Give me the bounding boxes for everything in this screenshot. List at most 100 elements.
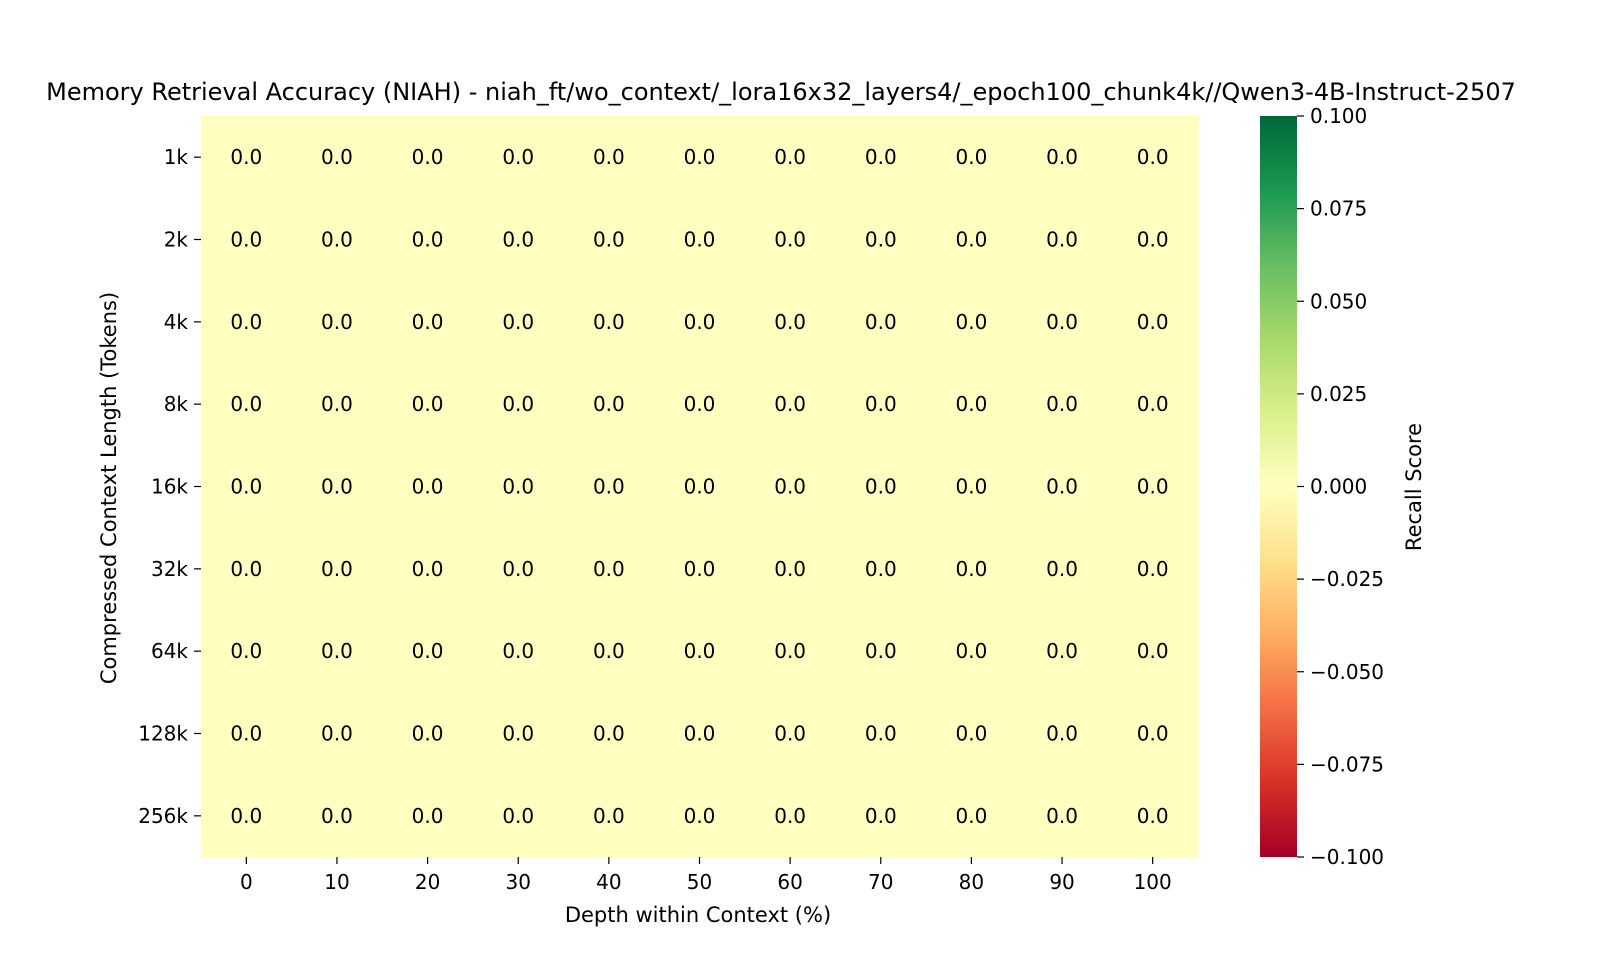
heatmap-cell: [382, 280, 474, 364]
heatmap-cell: [926, 280, 1018, 364]
y-tick-label: 2k: [164, 228, 189, 252]
heatmap-cell: [926, 774, 1018, 858]
heatmap-cell-label: 0.0: [412, 639, 444, 663]
heatmap-cell: [1016, 445, 1108, 529]
colorbar-tick-label: 0.100: [1310, 104, 1367, 128]
heatmap-cell: [382, 363, 474, 446]
heatmap-cell-label: 0.0: [412, 722, 444, 746]
heatmap-cell: [654, 692, 746, 776]
x-tick-label: 30: [506, 870, 531, 894]
heatmap-cell: [1016, 116, 1108, 199]
heatmap-cell-label: 0.0: [1046, 228, 1078, 252]
heatmap-cell-label: 0.0: [412, 228, 444, 252]
heatmap-cell-label: 0.0: [321, 804, 353, 828]
heatmap-cell: [744, 280, 837, 364]
heatmap-cell: [382, 774, 474, 858]
heatmap-cell-label: 0.0: [865, 804, 897, 828]
y-axis-label: Compressed Context Length (Tokens): [97, 292, 121, 684]
heatmap-cell: [291, 692, 383, 776]
heatmap-cell-label: 0.0: [230, 145, 262, 169]
heatmap-cell: [654, 445, 746, 529]
x-tick-label: 90: [1049, 870, 1074, 894]
heatmap-cell: [201, 280, 293, 364]
heatmap-cell: [744, 445, 837, 529]
heatmap-cell: [835, 774, 927, 858]
heatmap-cell-label: 0.0: [502, 722, 534, 746]
y-tick-label: 128k: [138, 722, 188, 746]
heatmap-cell-label: 0.0: [230, 804, 262, 828]
x-tick-label: 0: [240, 870, 253, 894]
heatmap-cell-label: 0.0: [956, 475, 988, 499]
heatmap-cell: [744, 363, 837, 446]
heatmap-cell: [835, 692, 927, 776]
colorbar: [1260, 116, 1297, 857]
heatmap-cell-label: 0.0: [774, 145, 806, 169]
heatmap-cell: [201, 774, 293, 858]
colorbar-tick-label: 0.075: [1310, 197, 1367, 221]
heatmap-cell: [291, 774, 383, 858]
heatmap-cell: [563, 445, 655, 529]
colorbar-tick-label: −0.075: [1310, 752, 1384, 776]
heatmap-cell: [563, 280, 655, 364]
heatmap-cell: [382, 610, 474, 693]
heatmap-cell-label: 0.0: [684, 475, 716, 499]
heatmap-cell-label: 0.0: [956, 145, 988, 169]
heatmap-cell: [201, 610, 293, 693]
heatmap-cell-label: 0.0: [230, 475, 262, 499]
heatmap-cell-label: 0.0: [412, 475, 444, 499]
heatmap-cell-label: 0.0: [1137, 145, 1169, 169]
heatmap-cell-label: 0.0: [956, 228, 988, 252]
heatmap-cell-label: 0.0: [956, 804, 988, 828]
x-tick-label: 40: [596, 870, 621, 894]
heatmap-cell-label: 0.0: [865, 639, 897, 663]
heatmap-cell-label: 0.0: [684, 228, 716, 252]
heatmap-cell-label: 0.0: [1046, 145, 1078, 169]
x-tick-label: 10: [324, 870, 349, 894]
heatmap-cell-label: 0.0: [865, 722, 897, 746]
y-tick-label: 32k: [151, 557, 188, 581]
heatmap-cell-label: 0.0: [593, 475, 625, 499]
heatmap-cell-label: 0.0: [230, 639, 262, 663]
heatmap-cell-label: 0.0: [865, 145, 897, 169]
heatmap-cell: [201, 198, 293, 282]
heatmap-cell: [201, 363, 293, 446]
heatmap-cell: [654, 363, 746, 446]
heatmap-cell: [1107, 610, 1199, 693]
heatmap-cell: [744, 527, 837, 611]
heatmap-cell: [382, 692, 474, 776]
heatmap-cell-label: 0.0: [502, 475, 534, 499]
heatmap-cell: [472, 527, 565, 611]
y-tick-label: 64k: [151, 639, 188, 663]
heatmap-cell: [654, 527, 746, 611]
heatmap-cell: [382, 527, 474, 611]
heatmap-cell: [744, 116, 837, 199]
heatmap-cell: [744, 774, 837, 858]
heatmap-cell-label: 0.0: [593, 804, 625, 828]
heatmap-cell-label: 0.0: [321, 228, 353, 252]
heatmap-cell-label: 0.0: [321, 639, 353, 663]
heatmap-cell-label: 0.0: [230, 722, 262, 746]
heatmap-cell-label: 0.0: [865, 310, 897, 334]
heatmap-cell-label: 0.0: [1137, 722, 1169, 746]
heatmap-cell-label: 0.0: [593, 392, 625, 416]
heatmap-cell-label: 0.0: [865, 228, 897, 252]
heatmap-cell: [1016, 280, 1108, 364]
heatmap-cell-label: 0.0: [412, 392, 444, 416]
heatmap-cell: [382, 445, 474, 529]
heatmap-cell-label: 0.0: [502, 639, 534, 663]
heatmap-cell: [382, 198, 474, 282]
y-tick-label: 4k: [164, 310, 189, 334]
heatmap-cell-label: 0.0: [1137, 310, 1169, 334]
heatmap-cell-label: 0.0: [865, 392, 897, 416]
heatmap-cell-label: 0.0: [774, 228, 806, 252]
heatmap-cell: [1016, 774, 1108, 858]
heatmap-cell-label: 0.0: [321, 722, 353, 746]
heatmap-cell: [563, 610, 655, 693]
heatmap-cell: [291, 280, 383, 364]
colorbar-tick-label: 0.000: [1310, 475, 1367, 499]
heatmap-cell: [472, 692, 565, 776]
heatmap-cell-label: 0.0: [774, 392, 806, 416]
heatmap-cell-label: 0.0: [774, 639, 806, 663]
heatmap-cell: [1107, 445, 1199, 529]
